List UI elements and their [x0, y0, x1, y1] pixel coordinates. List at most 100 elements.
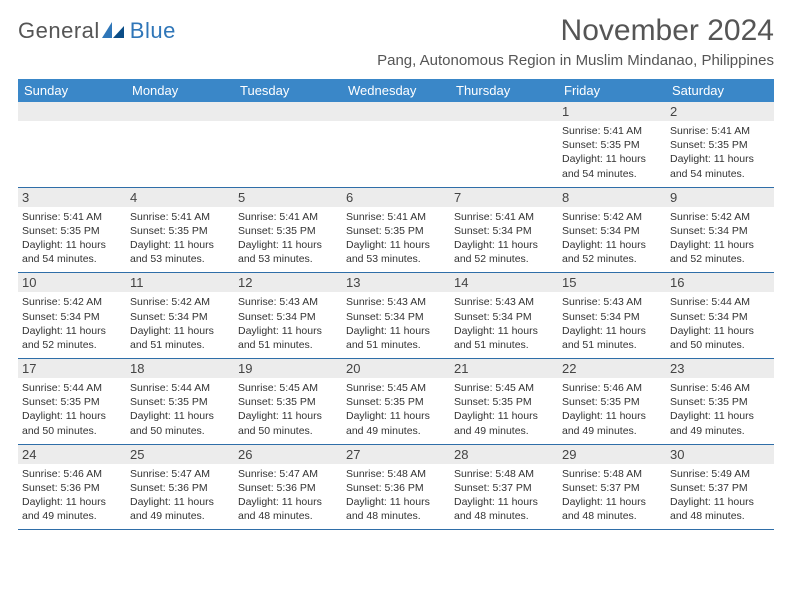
day-number: 5 [234, 188, 342, 207]
day-cell [126, 102, 234, 187]
weekday-cell: Wednesday [342, 79, 450, 102]
day-cell: 20 Sunrise: 5:45 AMSunset: 5:35 PMDayligh… [342, 359, 450, 444]
weekday-cell: Monday [126, 79, 234, 102]
day-number: 12 [234, 273, 342, 292]
day-cell: 17 Sunrise: 5:44 AMSunset: 5:35 PMDayligh… [18, 359, 126, 444]
day-cell: 11 Sunrise: 5:42 AMSunset: 5:34 PMDayligh… [126, 273, 234, 358]
week-row: 3Sunrise: 5:41 AMSunset: 5:35 PMDaylight… [18, 188, 774, 274]
title-block: November 2024 Pang, Autonomous Region in… [377, 14, 774, 69]
calendar-page: General Blue November 2024 Pang, Autonom… [0, 0, 792, 540]
day-info: Sunrise: 5:46 AMSunset: 5:35 PMDaylight:… [562, 381, 662, 438]
day-number: 27 [342, 445, 450, 464]
day-info: Sunrise: 5:41 AMSunset: 5:35 PMDaylight:… [562, 124, 662, 181]
day-cell: 10 Sunrise: 5:42 AMSunset: 5:34 PMDayligh… [18, 273, 126, 358]
day-info: Sunrise: 5:45 AMSunset: 5:35 PMDaylight:… [454, 381, 554, 438]
day-number: 10 [18, 273, 126, 292]
day-number: 7 [450, 188, 558, 207]
weekday-cell: Friday [558, 79, 666, 102]
day-info: Sunrise: 5:42 AMSunset: 5:34 PMDaylight:… [562, 210, 662, 267]
weeks-container: 1Sunrise: 5:41 AMSunset: 5:35 PMDaylight… [18, 102, 774, 530]
day-cell: 15Sunrise: 5:43 AMSunset: 5:34 PMDayligh… [558, 273, 666, 358]
day-cell: 21Sunrise: 5:45 AMSunset: 5:35 PMDayligh… [450, 359, 558, 444]
day-number: 18 [126, 359, 234, 378]
day-cell: 8 Sunrise: 5:42 AMSunset: 5:34 PMDaylight… [558, 188, 666, 273]
weekday-header-row: SundayMondayTuesdayWednesdayThursdayFrid… [18, 79, 774, 102]
header: General Blue November 2024 Pang, Autonom… [18, 14, 774, 69]
day-cell: 22Sunrise: 5:46 AMSunset: 5:35 PMDayligh… [558, 359, 666, 444]
day-cell: 4Sunrise: 5:41 AMSunset: 5:35 PMDaylight… [126, 188, 234, 273]
day-cell: 29Sunrise: 5:48 AMSunset: 5:37 PMDayligh… [558, 445, 666, 530]
day-number: 30 [666, 445, 774, 464]
day-info: Sunrise: 5:44 AMSunset: 5:35 PMDaylight:… [22, 381, 122, 438]
day-cell: 9Sunrise: 5:42 AMSunset: 5:34 PMDaylight… [666, 188, 774, 273]
day-info: Sunrise: 5:45 AMSunset: 5:35 PMDaylight:… [346, 381, 446, 438]
day-info: Sunrise: 5:42 AMSunset: 5:34 PMDaylight:… [130, 295, 230, 352]
day-number [342, 102, 450, 121]
day-number: 13 [342, 273, 450, 292]
day-number [18, 102, 126, 121]
day-info: Sunrise: 5:41 AMSunset: 5:35 PMDaylight:… [346, 210, 446, 267]
day-cell: 6Sunrise: 5:41 AMSunset: 5:35 PMDaylight… [342, 188, 450, 273]
day-cell: 19 Sunrise: 5:45 AMSunset: 5:35 PMDayligh… [234, 359, 342, 444]
day-cell [342, 102, 450, 187]
day-number: 23 [666, 359, 774, 378]
logo: General Blue [18, 14, 176, 44]
day-info: Sunrise: 5:46 AMSunset: 5:35 PMDaylight:… [670, 381, 770, 438]
day-number: 17 [18, 359, 126, 378]
day-cell: 30 Sunrise: 5:49 AMSunset: 5:37 PMDayligh… [666, 445, 774, 530]
day-number: 19 [234, 359, 342, 378]
day-cell: 12 Sunrise: 5:43 AMSunset: 5:34 PMDayligh… [234, 273, 342, 358]
day-number: 16 [666, 273, 774, 292]
day-cell: 1 Sunrise: 5:41 AMSunset: 5:35 PMDaylight… [558, 102, 666, 187]
day-info: Sunrise: 5:48 AMSunset: 5:36 PMDaylight:… [346, 467, 446, 524]
day-info: Sunrise: 5:41 AMSunset: 5:34 PMDaylight:… [454, 210, 554, 267]
day-info: Sunrise: 5:47 AMSunset: 5:36 PMDaylight:… [238, 467, 338, 524]
week-row: 1Sunrise: 5:41 AMSunset: 5:35 PMDaylight… [18, 102, 774, 188]
day-info: Sunrise: 5:48 AMSunset: 5:37 PMDaylight:… [454, 467, 554, 524]
day-number: 11 [126, 273, 234, 292]
day-number: 26 [234, 445, 342, 464]
day-number: 8 [558, 188, 666, 207]
day-number: 1 [558, 102, 666, 121]
day-cell: 24Sunrise: 5:46 AMSunset: 5:36 PMDayligh… [18, 445, 126, 530]
day-info: Sunrise: 5:43 AMSunset: 5:34 PMDaylight:… [238, 295, 338, 352]
day-cell: 23 Sunrise: 5:46 AMSunset: 5:35 PMDayligh… [666, 359, 774, 444]
week-row: 24Sunrise: 5:46 AMSunset: 5:36 PMDayligh… [18, 445, 774, 531]
logo-mark-icon [102, 22, 128, 40]
week-row: 10Sunrise: 5:42 AMSunset: 5:34 PMDayligh… [18, 273, 774, 359]
day-number: 25 [126, 445, 234, 464]
location-text: Pang, Autonomous Region in Muslim Mindan… [377, 52, 774, 69]
day-info: Sunrise: 5:41 AMSunset: 5:35 PMDaylight:… [670, 124, 770, 181]
day-cell: 13 Sunrise: 5:43 AMSunset: 5:34 PMDayligh… [342, 273, 450, 358]
day-number [126, 102, 234, 121]
day-info: Sunrise: 5:44 AMSunset: 5:34 PMDaylight:… [670, 295, 770, 352]
day-info: Sunrise: 5:48 AMSunset: 5:37 PMDaylight:… [562, 467, 662, 524]
day-number [450, 102, 558, 121]
weekday-cell: Saturday [666, 79, 774, 102]
day-info: Sunrise: 5:41 AMSunset: 5:35 PMDaylight:… [22, 210, 122, 267]
day-cell [450, 102, 558, 187]
day-info: Sunrise: 5:47 AMSunset: 5:36 PMDaylight:… [130, 467, 230, 524]
day-info: Sunrise: 5:45 AMSunset: 5:35 PMDaylight:… [238, 381, 338, 438]
weekday-cell: Thursday [450, 79, 558, 102]
day-cell [18, 102, 126, 187]
day-cell: 14Sunrise: 5:43 AMSunset: 5:34 PMDayligh… [450, 273, 558, 358]
day-info: Sunrise: 5:43 AMSunset: 5:34 PMDaylight:… [454, 295, 554, 352]
day-info: Sunrise: 5:43 AMSunset: 5:34 PMDaylight:… [346, 295, 446, 352]
day-info: Sunrise: 5:41 AMSunset: 5:35 PMDaylight:… [238, 210, 338, 267]
week-row: 17 Sunrise: 5:44 AMSunset: 5:35 PMDayligh… [18, 359, 774, 445]
day-number: 20 [342, 359, 450, 378]
day-cell: 25 Sunrise: 5:47 AMSunset: 5:36 PMDayligh… [126, 445, 234, 530]
day-info: Sunrise: 5:42 AMSunset: 5:34 PMDaylight:… [670, 210, 770, 267]
day-cell: 5 Sunrise: 5:41 AMSunset: 5:35 PMDaylight… [234, 188, 342, 273]
day-info: Sunrise: 5:42 AMSunset: 5:34 PMDaylight:… [22, 295, 122, 352]
day-cell: 2Sunrise: 5:41 AMSunset: 5:35 PMDaylight… [666, 102, 774, 187]
day-cell: 26 Sunrise: 5:47 AMSunset: 5:36 PMDayligh… [234, 445, 342, 530]
day-info: Sunrise: 5:49 AMSunset: 5:37 PMDaylight:… [670, 467, 770, 524]
day-cell: 16 Sunrise: 5:44 AMSunset: 5:34 PMDayligh… [666, 273, 774, 358]
day-cell: 27 Sunrise: 5:48 AMSunset: 5:36 PMDayligh… [342, 445, 450, 530]
day-cell: 28Sunrise: 5:48 AMSunset: 5:37 PMDayligh… [450, 445, 558, 530]
logo-text-1: General [18, 18, 100, 44]
day-cell [234, 102, 342, 187]
logo-text-2: Blue [130, 18, 176, 44]
